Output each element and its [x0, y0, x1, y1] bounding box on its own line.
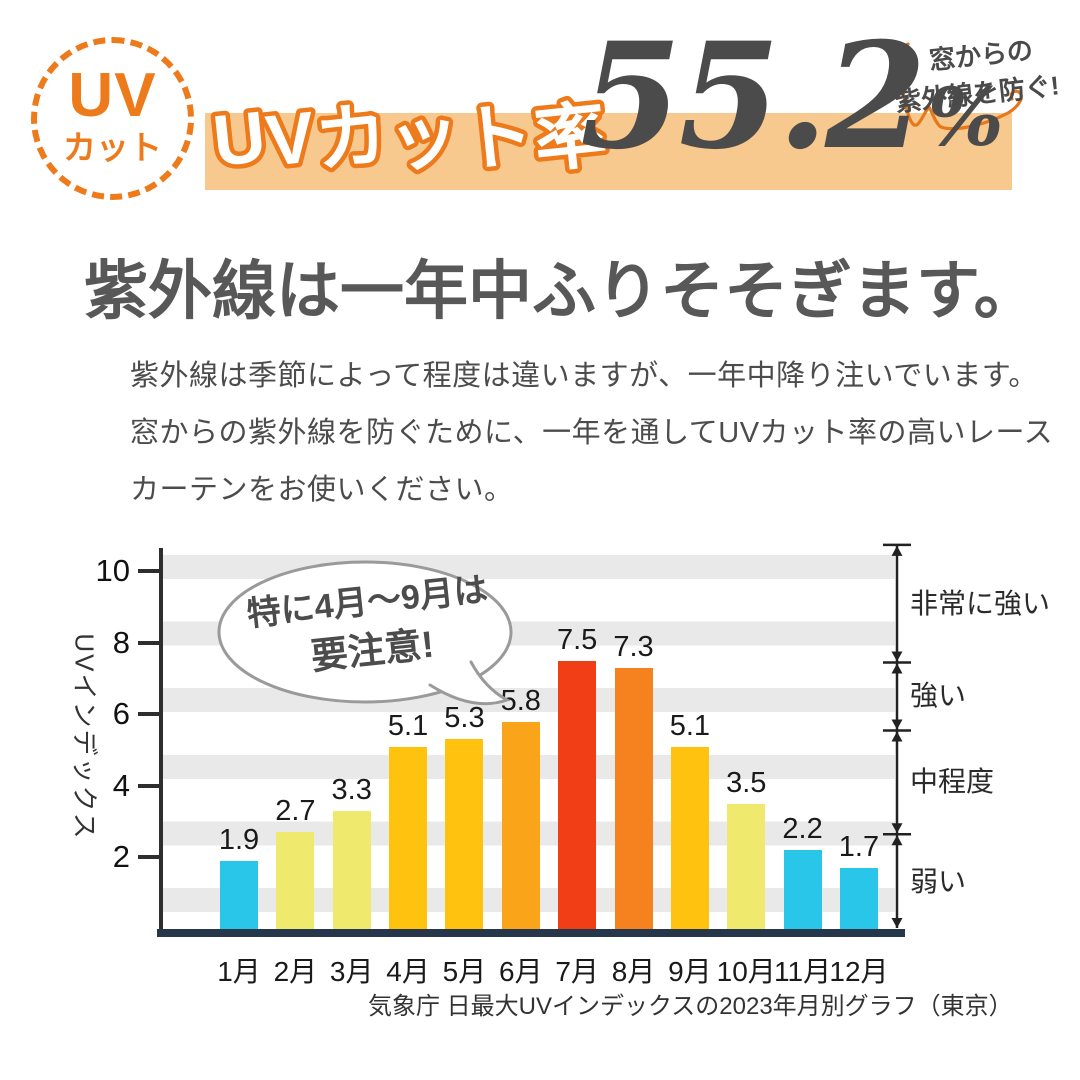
x-axis-label: 1月 [217, 956, 261, 987]
x-axis-label: 12月 [829, 956, 889, 987]
bar-value-label: 7.3 [613, 631, 654, 663]
uv-zone-label: 中程度 [910, 766, 995, 798]
y-axis-tick [138, 640, 160, 645]
y-axis-line [159, 548, 163, 933]
bar [445, 739, 484, 929]
body-line1: 紫外線は季節によって程度は違いますが、一年中降り注いでいます。 [130, 360, 1038, 392]
bar-value-label: 1.7 [838, 831, 880, 863]
y-axis-title: UVインデックス [69, 633, 100, 841]
x-axis-label: 7月 [555, 956, 599, 987]
bar-value-label: 5.1 [669, 710, 711, 742]
x-axis-label: 2月 [273, 956, 318, 987]
y-axis-tick-label: 2 [112, 839, 130, 875]
bar [220, 861, 258, 929]
bar [501, 722, 540, 929]
uv-zone-label: 強い [910, 680, 967, 712]
y-axis-tick-label: 10 [95, 553, 130, 589]
y-axis-tick [138, 712, 160, 717]
uv-cut-badge: UV カット [31, 37, 194, 200]
x-axis-line [157, 929, 905, 937]
bar [332, 811, 371, 929]
bar [276, 832, 315, 929]
uv-zone-label: 非常に強い [910, 587, 1051, 619]
x-axis-label: 6月 [499, 956, 543, 987]
x-axis-label: 4月 [386, 956, 430, 987]
note-swash-icon [894, 42, 1023, 131]
badge-line2: カット [63, 129, 162, 166]
bar [783, 850, 822, 929]
bar-value-label: 1.9 [218, 824, 260, 856]
y-axis-tick [138, 783, 160, 788]
chart-caption: 気象庁 日最大UVインデックスの2023年月別グラフ（東京） [368, 993, 1013, 1020]
body-line3: カーテンをお使いください。 [130, 474, 514, 506]
bar [839, 868, 878, 929]
uv-cut-rate-value: 55.2 % [580, 24, 1004, 170]
y-axis-tick-label: 8 [112, 624, 130, 660]
banner-title: UVカット率 [208, 90, 615, 186]
y-axis-tick-label: 4 [112, 767, 130, 803]
x-axis-label: 9月 [668, 956, 712, 987]
bar [727, 804, 766, 929]
bar [614, 668, 653, 929]
bar-value-label: 3.5 [726, 767, 767, 799]
bar [558, 661, 597, 929]
bar-value-label: 2.7 [275, 795, 316, 827]
x-axis-label: 8月 [611, 956, 656, 987]
bar-value-label: 5.1 [387, 710, 429, 742]
bar-value-label: 3.3 [331, 774, 372, 806]
percent-sign: % [927, 70, 1004, 164]
y-axis-tick [138, 855, 160, 860]
y-axis-tick-label: 6 [112, 696, 130, 732]
x-axis-label: 3月 [329, 956, 374, 987]
badge-line1: UV [68, 61, 157, 130]
bar [670, 747, 709, 929]
uv-zone-label: 弱い [910, 865, 967, 897]
bar-value-label: 2.2 [782, 813, 823, 845]
body-paragraph: 紫外線は季節によって程度は違いますが、一年中降り注いでいます。 窓からの紫外線を… [130, 348, 1053, 519]
x-axis-label: 5月 [442, 956, 487, 987]
bar-value-label: 7.5 [556, 624, 598, 656]
uv-zone-scale [883, 543, 911, 928]
page-title: 紫外線は一年中ふりそそぎます。 [84, 255, 1038, 327]
speech-bubble [217, 560, 513, 706]
rate-number: 55.2 [580, 11, 927, 182]
x-axis-label: 11月 [774, 956, 832, 987]
bar-value-label: 5.3 [444, 702, 485, 734]
x-axis-label: 10月 [716, 956, 776, 987]
y-axis-tick [138, 569, 160, 574]
body-line2: 窓からの紫外線を防ぐために、一年を通してUVカット率の高いレース [130, 417, 1054, 449]
bar [389, 747, 428, 929]
banner-label: UVカット率 [209, 95, 611, 182]
banner-band [205, 113, 1012, 190]
